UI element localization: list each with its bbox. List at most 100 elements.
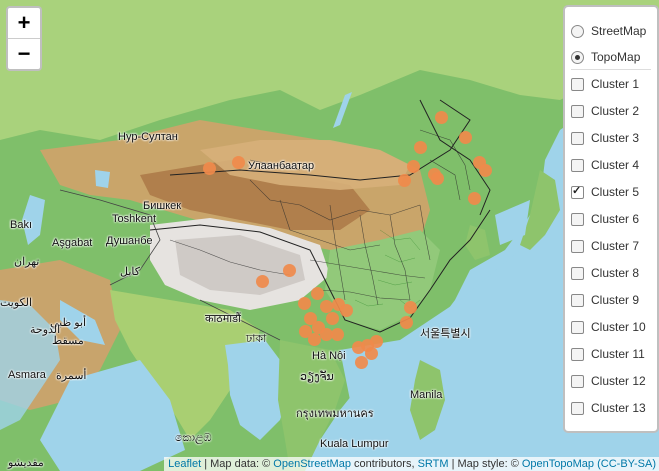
zoom-out-button[interactable]: − bbox=[8, 38, 40, 69]
cluster-marker[interactable] bbox=[430, 171, 444, 185]
place-label-ulaanbaatar: Улаанбаатар bbox=[248, 160, 315, 172]
overlay-cluster-12[interactable]: Cluster 12 bbox=[571, 371, 646, 391]
cluster-marker[interactable] bbox=[297, 296, 311, 310]
cluster-marker[interactable] bbox=[282, 263, 296, 277]
overlay-cluster-11[interactable]: Cluster 11 bbox=[571, 344, 645, 364]
overlay-cluster-7[interactable]: Cluster 7 bbox=[571, 236, 639, 256]
layers-control: StreetMap TopoMap Cluster 1 Cluster 2 Clus… bbox=[563, 5, 659, 433]
place-label-kathmandu: काठमाडौं bbox=[205, 313, 241, 325]
place-label-seoul: 서울특별시 bbox=[420, 328, 471, 340]
checkbox-cluster-9[interactable] bbox=[571, 293, 584, 307]
cluster-marker[interactable] bbox=[202, 161, 216, 175]
checkbox-cluster-12[interactable] bbox=[571, 374, 584, 388]
cluster-marker[interactable] bbox=[303, 311, 317, 325]
cluster-marker[interactable] bbox=[231, 155, 245, 169]
cluster-marker[interactable] bbox=[403, 300, 417, 314]
overlay-cluster-5[interactable]: Cluster 5 bbox=[571, 182, 639, 202]
cluster-marker[interactable] bbox=[467, 191, 481, 205]
checkbox-cluster-11[interactable] bbox=[571, 347, 584, 361]
srtm-link[interactable]: SRTM bbox=[417, 458, 449, 470]
leaflet-link[interactable]: Leaflet bbox=[168, 458, 202, 470]
cluster-marker[interactable] bbox=[458, 130, 472, 144]
checkbox-cluster-4[interactable] bbox=[571, 158, 584, 172]
opentopomap-link[interactable]: OpenTopoMap bbox=[521, 458, 595, 470]
radio-streetmap[interactable] bbox=[571, 24, 584, 38]
checkbox-cluster-1[interactable] bbox=[571, 77, 584, 91]
overlay-cluster-3[interactable]: Cluster 3 bbox=[571, 128, 639, 148]
overlay-label: Cluster 13 bbox=[591, 401, 646, 415]
overlay-label: Cluster 1 bbox=[591, 77, 640, 91]
cluster-marker[interactable] bbox=[310, 286, 324, 300]
cluster-marker[interactable] bbox=[339, 303, 353, 317]
cluster-marker[interactable] bbox=[397, 173, 411, 187]
attribution: Leaflet | Map data: © OpenStreetMap cont… bbox=[164, 457, 659, 471]
overlay-cluster-10[interactable]: Cluster 10 bbox=[571, 317, 646, 337]
base-layer-streetmap[interactable]: StreetMap bbox=[571, 21, 646, 41]
checkbox-cluster-3[interactable] bbox=[571, 131, 584, 145]
cluster-marker[interactable] bbox=[399, 315, 413, 329]
attribution-text: contributors, bbox=[350, 458, 418, 470]
checkbox-cluster-13[interactable] bbox=[571, 401, 584, 415]
checkbox-cluster-7[interactable] bbox=[571, 239, 584, 253]
overlay-label: Cluster 12 bbox=[591, 374, 646, 388]
overlay-label: Cluster 3 bbox=[591, 131, 640, 145]
place-label-bishkek: Бишкек bbox=[143, 200, 182, 212]
checkbox-cluster-2[interactable] bbox=[571, 104, 584, 118]
place-label-muscat: مسقط bbox=[52, 335, 84, 347]
cluster-marker[interactable] bbox=[478, 163, 492, 177]
checkbox-cluster-10[interactable] bbox=[571, 320, 584, 334]
cluster-marker[interactable] bbox=[351, 340, 365, 354]
overlay-label: Cluster 5 bbox=[591, 185, 640, 199]
base-layer-label: TopoMap bbox=[591, 50, 641, 64]
base-layer-topomap[interactable]: TopoMap bbox=[571, 47, 640, 67]
place-label-tehran: تهران bbox=[14, 256, 40, 268]
cluster-marker[interactable] bbox=[307, 332, 321, 346]
overlay-cluster-2[interactable]: Cluster 2 bbox=[571, 101, 639, 121]
cluster-marker[interactable] bbox=[255, 274, 269, 288]
place-label-kuala-lumpur: Kuala Lumpur bbox=[320, 438, 389, 450]
cluster-marker[interactable] bbox=[298, 324, 312, 338]
osm-link[interactable]: OpenStreetMap bbox=[273, 458, 351, 470]
place-label-ashgabat: Aşgabat bbox=[52, 237, 93, 249]
checkbox-cluster-8[interactable] bbox=[571, 266, 584, 280]
place-label-kuwait: الكويت bbox=[0, 297, 33, 309]
zoom-control: + − bbox=[6, 6, 42, 71]
place-label-asmara: Asmara bbox=[8, 369, 46, 381]
overlay-cluster-4[interactable]: Cluster 4 bbox=[571, 155, 639, 175]
overlay-cluster-1[interactable]: Cluster 1 bbox=[571, 74, 639, 94]
checkbox-cluster-6[interactable] bbox=[571, 212, 584, 226]
cluster-marker[interactable] bbox=[434, 110, 448, 124]
overlay-label: Cluster 8 bbox=[591, 266, 640, 280]
cluster-marker[interactable] bbox=[319, 299, 333, 313]
checkbox-cluster-5[interactable] bbox=[571, 184, 584, 199]
zoom-in-button[interactable]: + bbox=[17, 10, 31, 35]
cluster-marker[interactable] bbox=[319, 327, 333, 341]
cluster-marker[interactable] bbox=[325, 311, 339, 325]
cluster-marker[interactable] bbox=[354, 355, 368, 369]
base-layer-label: StreetMap bbox=[591, 24, 647, 38]
overlay-cluster-9[interactable]: Cluster 9 bbox=[571, 290, 639, 310]
cluster-marker[interactable] bbox=[330, 327, 344, 341]
cluster-marker[interactable] bbox=[413, 140, 427, 154]
place-label-baku: Bakı bbox=[10, 219, 33, 231]
attribution-text: | Map style: © bbox=[448, 458, 522, 470]
place-label-nur-sultan: Нур-Султан bbox=[118, 131, 178, 143]
overlay-cluster-13[interactable]: Cluster 13 bbox=[571, 398, 646, 418]
cluster-marker[interactable] bbox=[364, 346, 378, 360]
place-label-hanoi: Hà Nội bbox=[312, 350, 346, 362]
place-label-abu-dhabi: أبو ظبي bbox=[50, 317, 87, 329]
cluster-marker[interactable] bbox=[406, 159, 420, 173]
place-label-bangkok: กรุงเทพมหานคร bbox=[296, 408, 374, 420]
license-link[interactable]: (CC-BY-SA) bbox=[597, 458, 656, 470]
overlay-cluster-8[interactable]: Cluster 8 bbox=[571, 263, 639, 283]
place-label-dhaka: ঢাকা bbox=[246, 333, 267, 345]
place-label-vientiane: ວຽງຈັນ bbox=[300, 371, 334, 383]
place-label-manila: Manila bbox=[410, 389, 443, 401]
place-label-asmara-ar: أسمرة bbox=[56, 370, 87, 382]
overlay-label: Cluster 4 bbox=[591, 158, 640, 172]
overlay-cluster-6[interactable]: Cluster 6 bbox=[571, 209, 639, 229]
place-label-dushanbe: Душанбе bbox=[106, 235, 153, 247]
radio-topomap[interactable] bbox=[571, 50, 584, 64]
